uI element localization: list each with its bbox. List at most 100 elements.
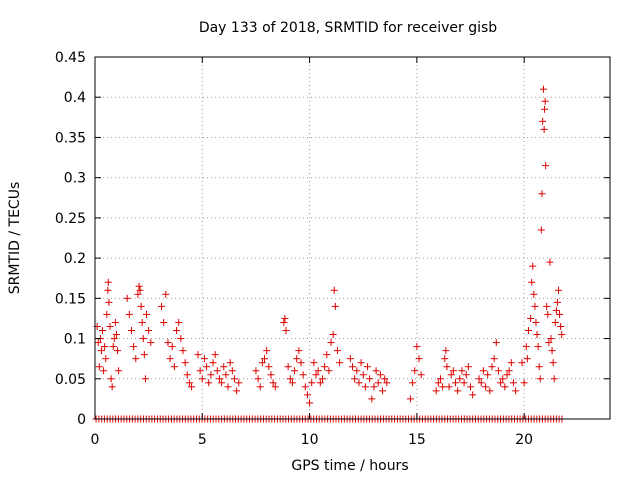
data-point <box>462 371 470 379</box>
data-point <box>252 367 260 375</box>
data-point <box>177 335 185 343</box>
data-point <box>200 355 208 363</box>
data-point <box>458 367 466 375</box>
data-point <box>330 286 338 294</box>
data-point <box>112 331 120 339</box>
data-point <box>188 383 196 391</box>
data-point <box>477 379 485 387</box>
data-point <box>486 387 494 395</box>
data-point <box>460 379 468 387</box>
data-point <box>308 379 316 387</box>
data-point <box>205 379 213 387</box>
data-point <box>138 318 146 326</box>
data-point <box>336 359 344 367</box>
x-axis-label: GPS time / hours <box>291 458 408 474</box>
data-point <box>482 383 490 391</box>
data-point <box>538 190 546 198</box>
data-point <box>349 363 356 371</box>
x-tick-label: 10 <box>301 432 319 448</box>
data-point <box>115 367 123 375</box>
data-point <box>145 327 153 335</box>
data-point <box>359 371 367 379</box>
data-point <box>557 322 565 330</box>
data-point <box>551 318 559 326</box>
data-point <box>556 310 564 318</box>
data-point <box>432 387 440 395</box>
data-point <box>494 367 502 375</box>
data-point <box>331 302 339 310</box>
y-axis-label: SRMTID / TECUs <box>7 182 23 295</box>
data-point <box>222 371 230 379</box>
chart-title: Day 133 of 2018, SRMTID for receiver gis… <box>199 20 497 36</box>
data-point <box>454 387 462 395</box>
data-point <box>452 379 459 387</box>
data-point <box>370 383 378 391</box>
data-point <box>235 379 243 387</box>
data-point <box>522 343 530 351</box>
grid-lines <box>95 57 610 419</box>
data-point <box>286 375 294 383</box>
data-point <box>233 387 241 395</box>
data-point <box>297 359 305 367</box>
data-point <box>533 331 541 339</box>
data-point <box>499 375 507 383</box>
data-point <box>209 359 217 367</box>
data-point <box>325 367 333 375</box>
data-point <box>545 339 553 347</box>
data-point <box>102 355 110 363</box>
data-point <box>271 383 279 391</box>
y-tick-label: 0.05 <box>55 372 86 388</box>
data-point <box>312 371 320 379</box>
data-point <box>523 355 531 363</box>
data-point <box>544 310 552 318</box>
data-point <box>254 375 262 383</box>
data-point <box>310 359 318 367</box>
data-point <box>101 343 109 351</box>
data-point <box>467 383 475 391</box>
data-point <box>364 363 372 371</box>
data-point <box>443 363 451 371</box>
data-point <box>531 302 539 310</box>
data-point <box>301 383 309 391</box>
data-point <box>539 117 547 125</box>
data-point <box>220 363 228 371</box>
data-point <box>127 327 135 335</box>
data-point <box>132 355 140 363</box>
data-point <box>541 105 549 113</box>
data-point <box>141 375 149 383</box>
data-point <box>434 379 442 387</box>
data-point <box>488 363 496 371</box>
data-point <box>140 351 148 359</box>
data-point <box>314 367 322 375</box>
data-point <box>303 391 311 399</box>
data-point <box>542 162 550 170</box>
data-point <box>230 375 238 383</box>
data-point <box>164 339 172 347</box>
data-point <box>267 371 275 379</box>
data-point <box>269 379 277 387</box>
data-point <box>413 343 421 351</box>
data-point <box>442 347 450 355</box>
data-point <box>130 343 138 351</box>
data-point <box>537 226 545 234</box>
data-point <box>143 310 150 318</box>
y-tick-label: 0.4 <box>64 90 86 106</box>
data-point <box>417 371 425 379</box>
data-point <box>527 314 535 322</box>
data-point <box>550 375 558 383</box>
data-point <box>280 318 288 326</box>
data-point <box>258 359 266 367</box>
data-point <box>524 327 532 335</box>
data-point <box>104 278 112 286</box>
y-tick-label: 0.15 <box>55 291 86 307</box>
data-point <box>224 383 232 391</box>
data-point <box>558 331 566 339</box>
data-point <box>215 375 223 383</box>
data-point <box>492 339 500 347</box>
data-point <box>409 379 417 387</box>
data-point <box>346 355 354 363</box>
data-point <box>207 371 215 379</box>
data-point <box>534 343 542 351</box>
data-point <box>109 343 117 351</box>
